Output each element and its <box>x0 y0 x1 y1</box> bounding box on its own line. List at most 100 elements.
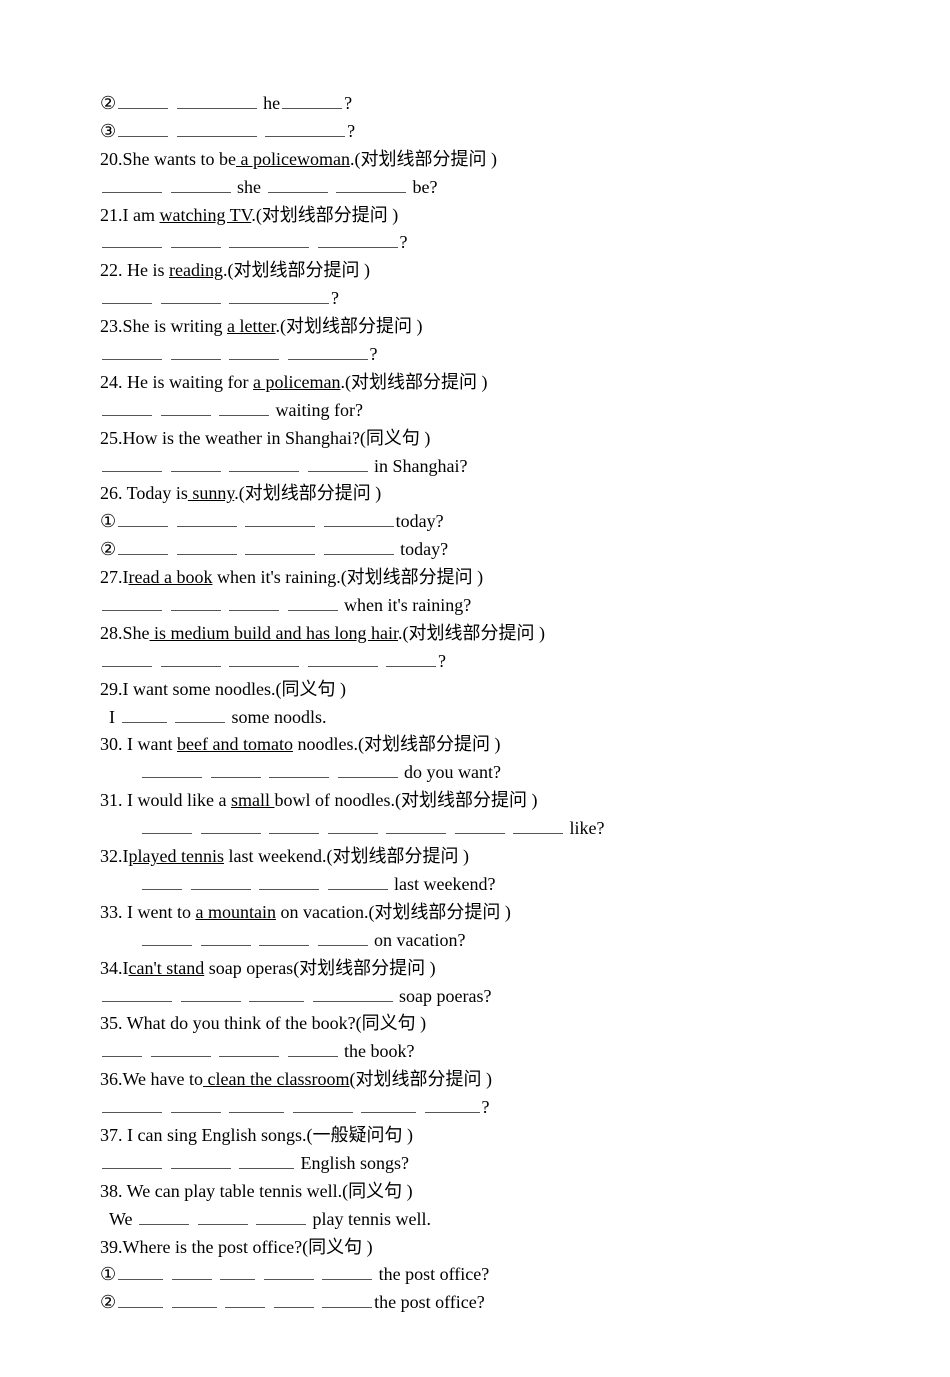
blank <box>256 1206 306 1225</box>
circled-2: ② <box>100 93 116 113</box>
blank <box>181 983 241 1002</box>
blank <box>425 1094 480 1113</box>
blank <box>102 1150 162 1169</box>
blank <box>118 508 168 527</box>
blank <box>142 759 202 778</box>
blank <box>161 397 211 416</box>
blank <box>142 871 182 890</box>
blank <box>288 1038 338 1057</box>
blank <box>172 1261 212 1280</box>
blank <box>322 1289 372 1308</box>
q28-answer: ? <box>100 648 850 676</box>
blank <box>293 1094 353 1113</box>
blank <box>171 592 221 611</box>
blank <box>245 508 315 527</box>
q39: 39.Where is the post office?(同义句 ) <box>100 1234 850 1262</box>
blank <box>239 1150 294 1169</box>
q25-answer: in Shanghai? <box>100 453 850 481</box>
q35: 35. What do you think of the book?(同义句 ) <box>100 1010 850 1038</box>
blank <box>191 871 251 890</box>
blank <box>455 815 505 834</box>
blank <box>171 229 221 248</box>
q23: 23.She is writing a letter.(对划线部分提问 ) <box>100 313 850 341</box>
q29: 29.I want some noodles.(同义句 ) <box>100 676 850 704</box>
q26: 26. Today is sunny.(对划线部分提问 ) <box>100 480 850 508</box>
circled-2: ② <box>100 1292 116 1312</box>
q37: 37. I can sing English songs.(一般疑问句 ) <box>100 1122 850 1150</box>
q22: 22. He is reading.(对划线部分提问 ) <box>100 257 850 285</box>
blank <box>220 1261 255 1280</box>
q36: 36.We have to clean the classroom(对划线部分提… <box>100 1066 850 1094</box>
blank <box>336 174 406 193</box>
blank <box>288 341 368 360</box>
blank <box>102 397 152 416</box>
blank <box>328 815 378 834</box>
blank <box>177 90 257 109</box>
underlined-text: beef and tomato <box>177 734 293 754</box>
underlined-text: a policewoman <box>236 149 350 169</box>
blank <box>386 815 446 834</box>
q35-answer: the book? <box>100 1038 850 1066</box>
blank <box>324 508 394 527</box>
q27: 27.Iread a book when it's raining.(对划线部分… <box>100 564 850 592</box>
q33-answer: on vacation? <box>100 927 850 955</box>
blank <box>177 118 257 137</box>
blank <box>269 759 329 778</box>
q29-answer: I some noodls. <box>100 704 850 732</box>
q32-answer: last weekend? <box>100 871 850 899</box>
blank <box>201 815 261 834</box>
blank <box>308 648 378 667</box>
blank <box>338 759 398 778</box>
q22-answer: ? <box>100 285 850 313</box>
blank <box>177 508 237 527</box>
blank <box>118 1289 163 1308</box>
underlined-text: small <box>231 790 275 810</box>
q33: 33. I went to a mountain on vacation.(对划… <box>100 899 850 927</box>
underlined-text: a policeman <box>253 372 340 392</box>
blank <box>142 815 192 834</box>
blank <box>102 285 152 304</box>
q21: 21.I am watching TV.(对划线部分提问 ) <box>100 202 850 230</box>
blank <box>102 229 162 248</box>
blank <box>177 536 237 555</box>
blank <box>175 704 225 723</box>
blank <box>102 1038 142 1057</box>
blank <box>102 1094 162 1113</box>
blank <box>102 983 172 1002</box>
underlined-text: played tennis <box>129 846 224 866</box>
q31-answer: like? <box>100 815 850 843</box>
blank <box>118 1261 163 1280</box>
blank <box>198 1206 248 1225</box>
blank <box>229 229 309 248</box>
underlined-text: a mountain <box>195 902 275 922</box>
circled-1: ① <box>100 1264 116 1284</box>
underlined-text: is medium build and has long hair <box>150 623 398 643</box>
blank <box>118 536 168 555</box>
underlined-text: sunny <box>188 483 234 503</box>
q34-answer: soap poeras? <box>100 983 850 1011</box>
q38-answer: We play tennis well. <box>100 1206 850 1234</box>
blank <box>171 341 221 360</box>
blank <box>102 592 162 611</box>
underlined-text: can't stand <box>129 958 205 978</box>
blank <box>171 174 231 193</box>
underlined-text: clean the classroom <box>203 1069 349 1089</box>
underlined-text: a letter <box>227 316 275 336</box>
blank <box>513 815 563 834</box>
q28: 28.She is medium build and has long hair… <box>100 620 850 648</box>
q19-line3: ③ ? <box>100 118 850 146</box>
blank <box>161 285 221 304</box>
blank <box>225 1289 265 1308</box>
underlined-text: reading <box>169 260 223 280</box>
blank <box>219 397 269 416</box>
q38: 38. We can play table tennis well.(同义句 ) <box>100 1178 850 1206</box>
blank <box>171 453 221 472</box>
blank <box>318 229 398 248</box>
blank <box>324 536 394 555</box>
blank <box>102 648 152 667</box>
blank <box>269 815 319 834</box>
blank <box>122 704 167 723</box>
blank <box>229 285 329 304</box>
blank <box>171 1150 231 1169</box>
blank <box>142 927 192 946</box>
